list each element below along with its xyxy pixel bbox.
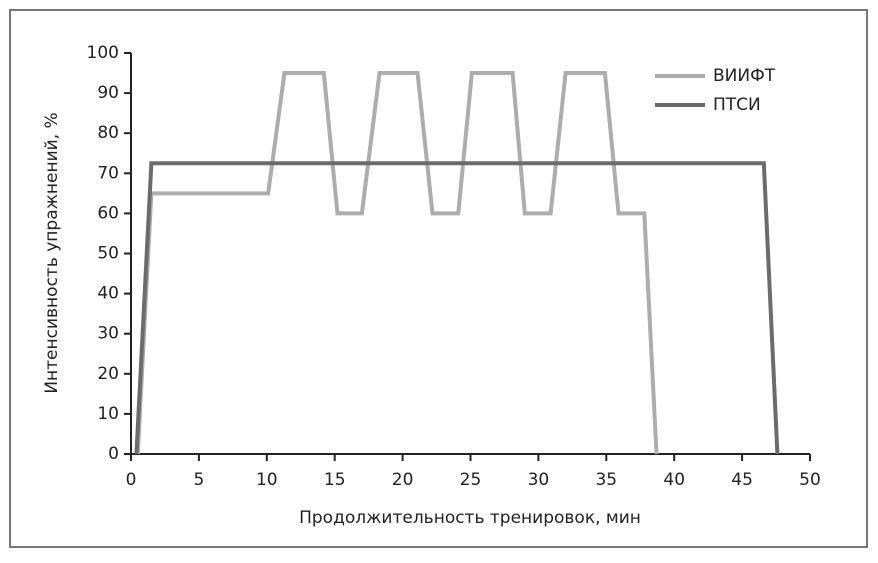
x-tick-label: 30	[528, 470, 550, 490]
legend-label: ВИИФТ	[713, 66, 776, 86]
y-tick-label: 100	[87, 43, 119, 63]
y-tick-label: 70	[97, 163, 119, 183]
legend-label: ПТСИ	[713, 95, 761, 115]
x-tick-label: 0	[126, 470, 137, 490]
x-tick-label: 50	[799, 470, 821, 490]
y-tick-label: 80	[97, 123, 119, 143]
y-axis-label: Интенсивность упражнений, %	[42, 112, 62, 393]
x-tick-label: 5	[193, 470, 204, 490]
y-tick-label: 30	[97, 324, 119, 344]
data-line	[135, 71, 659, 455]
x-tick-label: 25	[460, 470, 482, 490]
x-tick-label: 15	[324, 470, 346, 490]
x-axis-label: Продолжительность тренировок, мин	[299, 508, 641, 528]
x-tick-label: 35	[595, 470, 617, 490]
y-tick-label: 40	[97, 284, 119, 304]
y-tick-label: 10	[97, 404, 119, 424]
x-tick-label: 45	[731, 470, 753, 490]
y-tick-label: 60	[97, 203, 119, 223]
x-tick-label: 40	[663, 470, 685, 490]
y-tick-label: 20	[97, 364, 119, 384]
frame	[9, 9, 868, 548]
y-tick-label: 0	[108, 444, 119, 464]
y-tick-label: 90	[97, 83, 119, 103]
data-line	[134, 161, 780, 455]
x-tick-label: 20	[392, 470, 414, 490]
y-tick-label: 50	[97, 244, 119, 264]
x-tick-label: 10	[256, 470, 278, 490]
